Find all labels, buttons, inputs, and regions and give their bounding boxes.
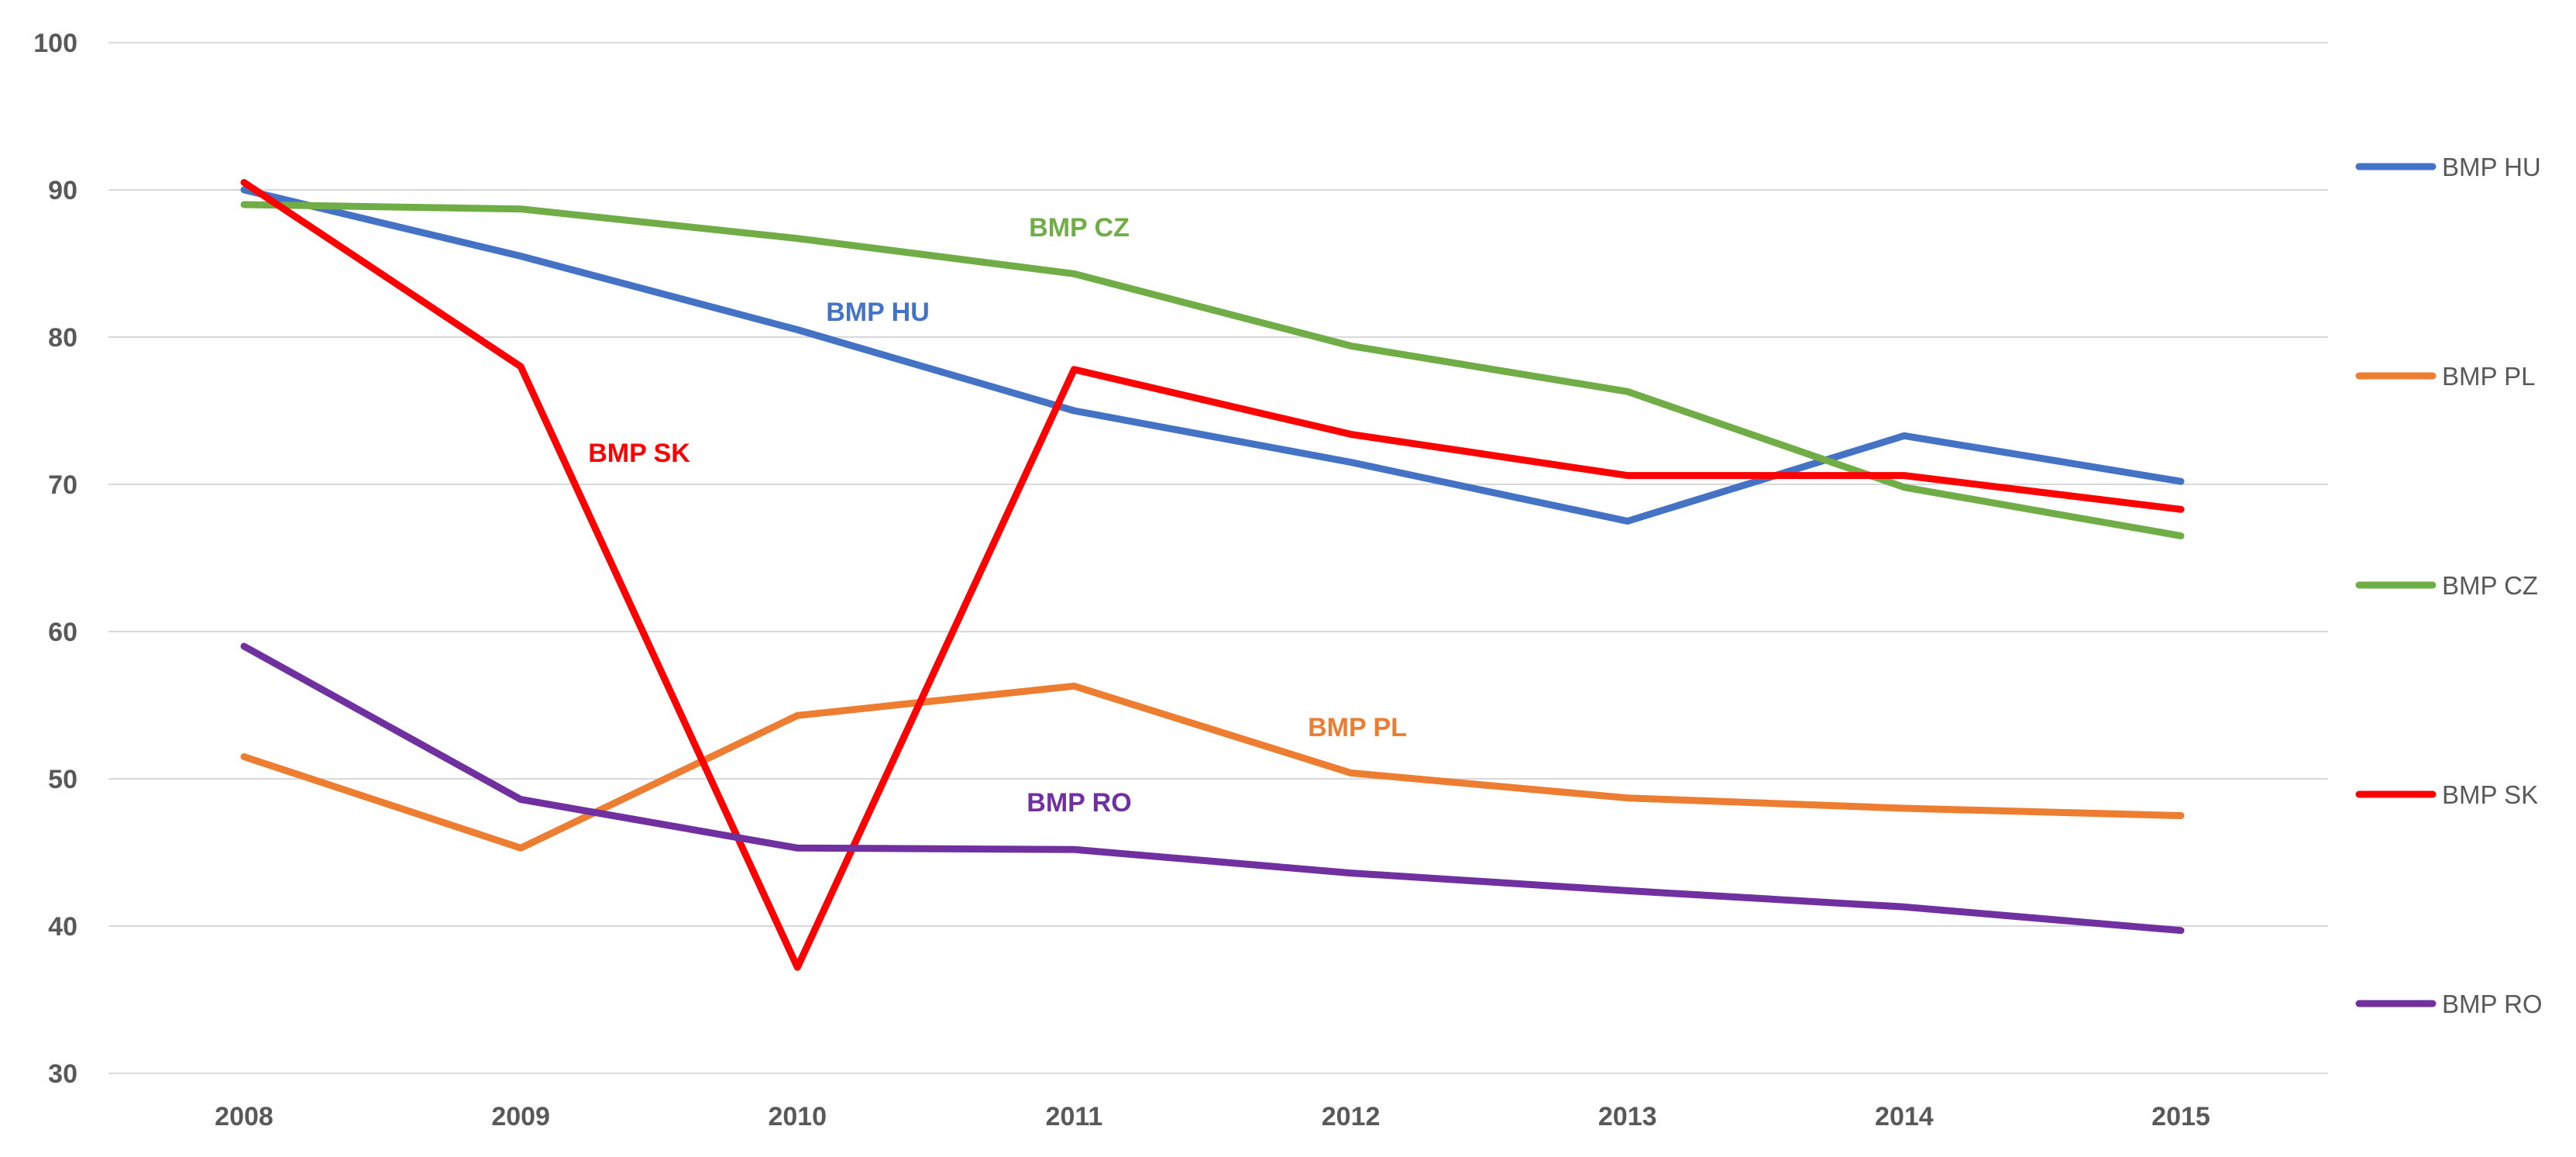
y-tick-label: 40 [48, 912, 77, 942]
y-tick-label: 60 [48, 618, 77, 647]
series-line-bmp-pl [240, 682, 2185, 852]
annotation-bmp-ro: BMP RO [1027, 788, 1131, 818]
annotation-bmp-pl: BMP PL [1308, 713, 1407, 742]
annotation-bmp-hu: BMP HU [826, 298, 930, 327]
x-axis-ticks: 2008 2009 2010 2011 2012 2013 2014 2015 [215, 1102, 2210, 1131]
x-tick-label: 2014 [1875, 1102, 1934, 1131]
y-tick-label: 30 [48, 1059, 77, 1089]
legend: BMP HU BMP PL BMP CZ BMP SK BMP RO [2355, 153, 2543, 1018]
legend-label: BMP RO [2442, 990, 2543, 1018]
x-tick-label: 2015 [2151, 1102, 2210, 1131]
legend-item-bmp-sk: BMP SK [2355, 780, 2538, 809]
legend-item-bmp-ro: BMP RO [2355, 990, 2543, 1018]
y-tick-label: 90 [48, 176, 77, 205]
legend-item-bmp-pl: BMP PL [2355, 362, 2535, 391]
series-line-bmp-cz [240, 201, 2185, 539]
legend-label: BMP HU [2442, 153, 2541, 181]
y-tick-label: 70 [48, 470, 77, 500]
x-tick-label: 2012 [1322, 1102, 1381, 1131]
series-line-bmp-sk [240, 179, 2185, 971]
series-line-bmp-ro [240, 642, 2185, 935]
y-tick-label: 100 [33, 29, 77, 58]
x-tick-label: 2008 [215, 1102, 273, 1131]
y-tick-label: 80 [48, 323, 77, 353]
series-lines [240, 179, 2185, 971]
y-tick-label: 50 [48, 765, 77, 794]
legend-label: BMP SK [2442, 780, 2538, 809]
legend-item-bmp-cz: BMP CZ [2355, 571, 2538, 600]
x-tick-label: 2013 [1598, 1102, 1657, 1131]
annotation-bmp-sk: BMP SK [588, 439, 690, 468]
x-tick-label: 2011 [1046, 1102, 1103, 1131]
gridlines [108, 42, 2328, 1074]
inline-labels: BMP CZ BMP HU BMP SK BMP PL BMP RO [588, 213, 1407, 818]
y-axis-ticks: 100 90 80 70 60 50 40 30 [33, 29, 77, 1089]
annotation-bmp-cz: BMP CZ [1029, 213, 1130, 243]
x-tick-label: 2010 [768, 1102, 827, 1131]
legend-item-bmp-hu: BMP HU [2355, 153, 2541, 181]
legend-label: BMP PL [2442, 362, 2535, 391]
legend-label: BMP CZ [2442, 571, 2538, 600]
x-tick-label: 2009 [491, 1102, 550, 1131]
series-line-bmp-hu [240, 186, 2185, 525]
